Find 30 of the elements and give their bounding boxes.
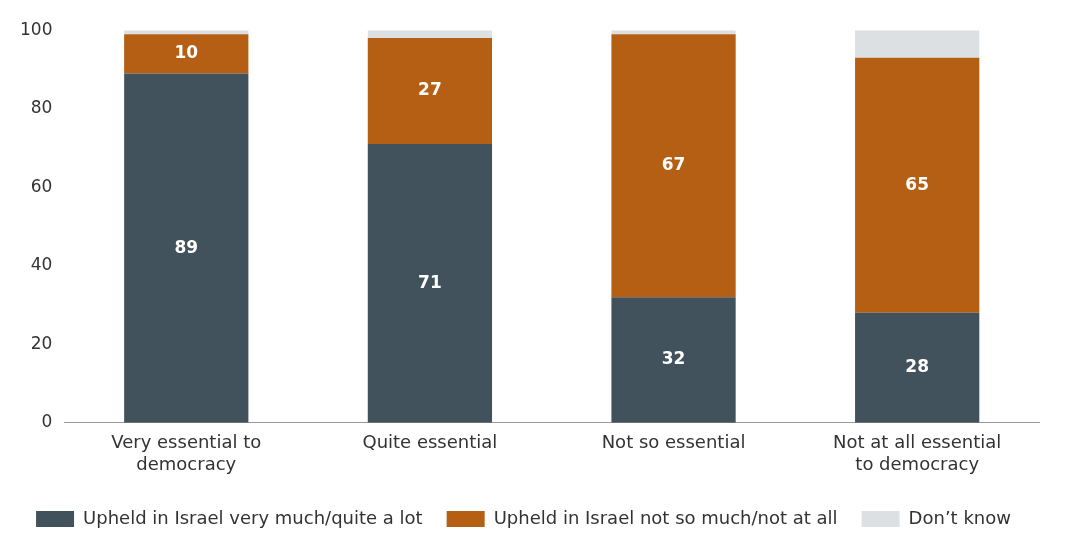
y-tick-label: 100 <box>19 18 53 39</box>
bar <box>367 38 493 145</box>
bar <box>855 30 980 58</box>
bar <box>124 34 249 74</box>
y-tick-label: 60 <box>30 175 53 196</box>
bar <box>124 73 249 423</box>
data-label: 67 <box>661 154 686 175</box>
legend-label: Upheld in Israel very much/quite a lot <box>83 506 423 528</box>
x-tick-label: Quite essential <box>362 431 498 453</box>
y-tick-label: 0 <box>41 411 53 432</box>
y-tick-label: 80 <box>30 97 53 118</box>
legend-label: Upheld in Israel not so much/not at all <box>493 506 838 528</box>
data-label: 32 <box>661 348 686 369</box>
bar <box>367 144 493 423</box>
data-label: 10 <box>174 42 199 63</box>
bar <box>855 312 980 423</box>
y-tick-label: 20 <box>30 332 53 353</box>
data-label: 65 <box>905 173 930 194</box>
data-label: 89 <box>174 236 199 257</box>
bar <box>855 57 980 313</box>
data-label: 27 <box>418 79 442 100</box>
x-tick-label: Very essential to democracy <box>111 431 262 474</box>
data-label: 71 <box>418 271 442 292</box>
x-tick-label: Not at all essential to democracy <box>833 431 1002 474</box>
data-label: 28 <box>905 356 930 377</box>
y-tick-label: 40 <box>30 254 53 275</box>
x-tick-label: Not so essential <box>601 431 746 453</box>
bar <box>611 34 736 298</box>
legend-label: Don’t know <box>908 506 1011 528</box>
bar <box>611 297 736 423</box>
